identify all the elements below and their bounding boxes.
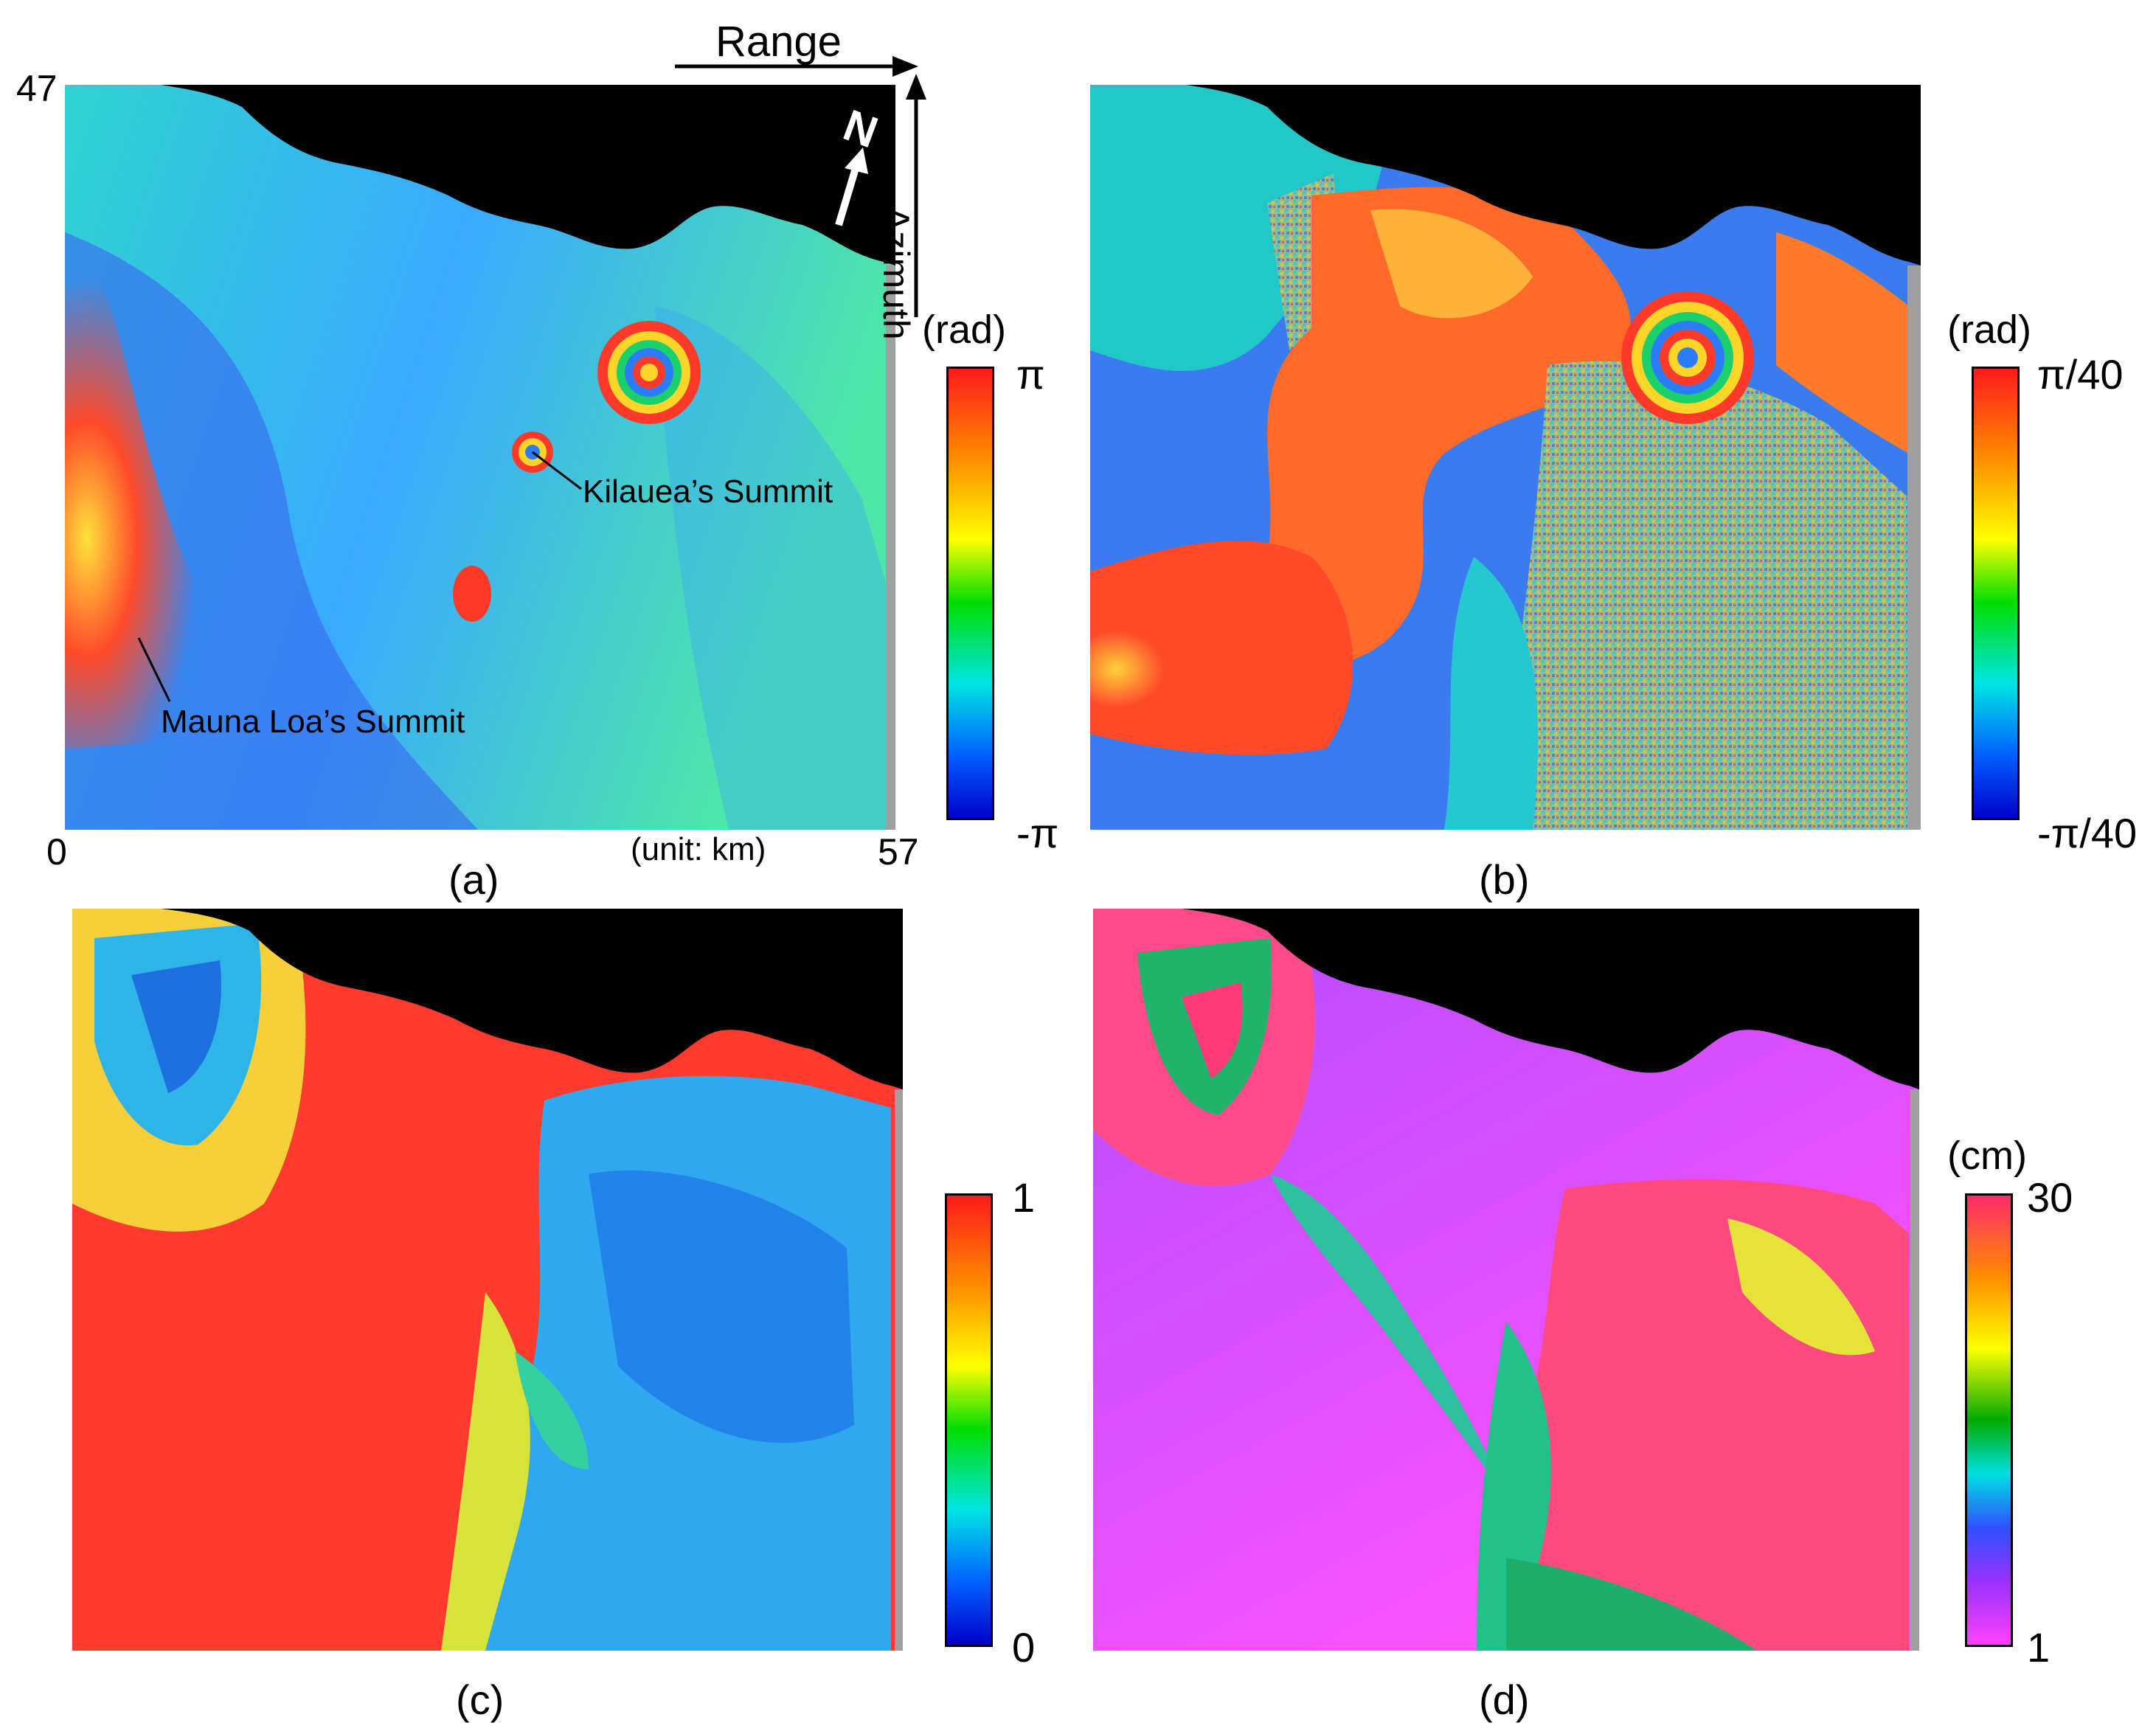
axis-label-57: 57 [878, 831, 919, 873]
colorbar-d [1965, 1193, 2013, 1647]
panel-c-coherence [72, 909, 903, 1651]
panel-a-interferogram: Kilauea’s Summit Mauna Loa’s Summit [65, 85, 895, 830]
kilauea-fringes [512, 321, 701, 473]
range-arrow [675, 56, 918, 77]
colorbar-a-max: π [1016, 351, 1045, 398]
range-label: Range [715, 18, 842, 66]
north-arrow-icon [835, 148, 868, 226]
panel-c-caption: (c) [456, 1676, 505, 1723]
axis-label-0: 0 [46, 831, 67, 873]
colorbar-d-max: 30 [2027, 1174, 2073, 1221]
panel-d-map [1093, 909, 1919, 1651]
colorbar-b-unit: (rad) [1947, 308, 2032, 352]
kilauea-fringes-b [1621, 291, 1754, 424]
azimuth-label: Azimuth [876, 207, 917, 340]
panel-b-map [1090, 85, 1921, 830]
axis-label-47: 47 [16, 68, 58, 109]
colorbar-c [945, 1193, 993, 1647]
colorbar-d-unit: (cm) [1947, 1134, 2027, 1178]
azimuth-arrow [906, 74, 926, 317]
colorbar-c-max: 1 [1012, 1174, 1036, 1221]
colorbar-a-min: -π [1016, 810, 1059, 856]
colorbar-b-min: -π/40 [2037, 810, 2138, 856]
colorbar-d-min: 1 [2027, 1624, 2051, 1671]
unit-label: (unit: km) [631, 831, 766, 867]
colorbar-b-max: π/40 [2037, 351, 2124, 398]
mauna-loa-label: Mauna Loa’s Summit [161, 704, 465, 740]
panel-d-caption: (d) [1479, 1676, 1530, 1723]
colorbar-a-unit: (rad) [922, 308, 1007, 352]
panel-b-caption: (b) [1479, 856, 1530, 903]
colorbar-c-min: 0 [1012, 1624, 1036, 1671]
panel-c-map [72, 909, 903, 1651]
panel-a-map [65, 85, 895, 830]
panel-a-caption: (a) [448, 856, 499, 903]
panel-b-interferogram [1090, 85, 1921, 830]
kilauea-label: Kilauea’s Summit [583, 474, 833, 510]
colorbar-b [1972, 367, 2020, 820]
colorbar-a [946, 367, 994, 820]
panel-d-displacement [1093, 909, 1919, 1651]
